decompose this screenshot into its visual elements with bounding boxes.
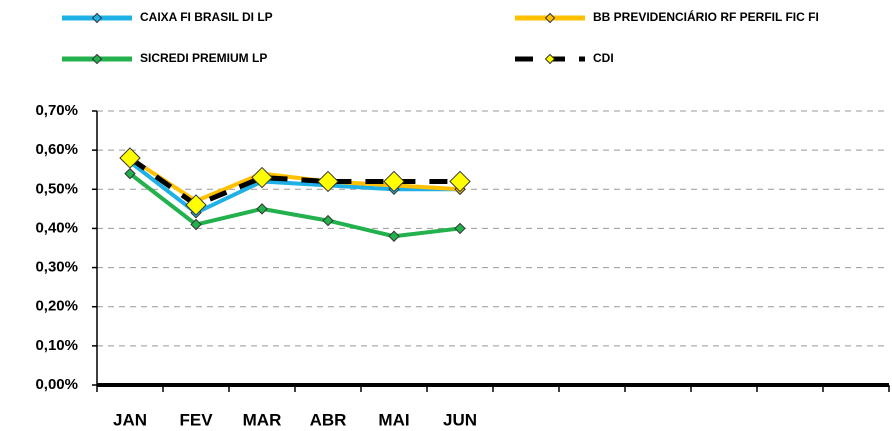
legend-label: CAIXA FI BRASIL DI LP [140,10,273,24]
marker [124,167,136,180]
marker [383,170,405,193]
legend-label: SICREDI PREMIUM LP [140,51,267,65]
y-tick-label: 0,40% [35,219,78,236]
y-tick-label: 0,70% [35,102,78,119]
series-line [128,160,460,215]
y-tick-label: 0,00% [35,376,78,393]
marker [119,147,141,169]
legend-marker [544,12,556,24]
legend-marker [91,53,103,65]
marker [190,218,202,231]
marker [388,230,400,242]
legend-marker [544,53,556,65]
marker [256,203,268,215]
legend-marker [91,12,103,24]
marker [185,194,207,216]
x-tick-label: ABR [310,410,347,429]
series-line [128,156,461,204]
y-tick-label: 0,50% [35,180,78,197]
marker [449,170,471,193]
marker [454,222,466,235]
series-line [128,172,461,239]
x-tick-label: JAN [113,410,147,429]
y-tick-label: 0,60% [35,141,78,158]
marker [322,214,334,227]
marker [317,170,339,193]
x-tick-label: FEV [179,410,213,429]
series-line [128,155,460,208]
marker [251,166,273,189]
legend-label: BB PREVIDENCIÁRIO RF PERFIL FIC FI [593,9,819,24]
x-tick-label: MAI [378,410,409,429]
legend-label: CDI [593,51,614,65]
x-tick-label: JUN [443,410,477,429]
y-tick-label: 0,10% [35,337,78,354]
y-tick-label: 0,30% [35,259,78,276]
x-tick-label: MAR [243,410,282,429]
y-tick-label: 0,20% [35,298,78,315]
